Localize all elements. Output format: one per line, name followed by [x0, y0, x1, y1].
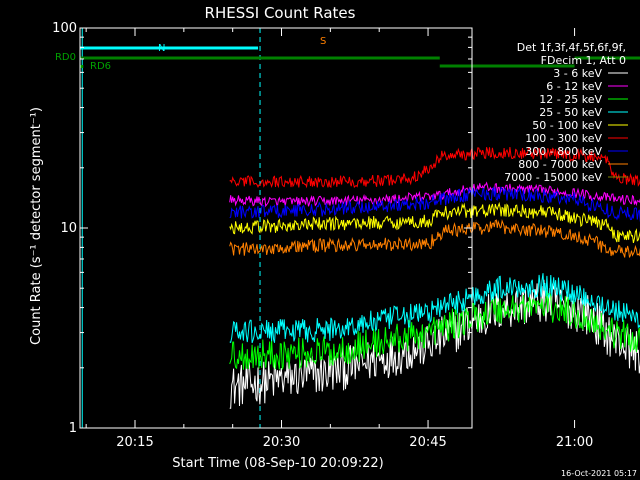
overlay-layer: N S RD0 RD6 — [55, 28, 640, 428]
annotation-label: S — [320, 36, 326, 47]
legend-header: Det 1f,3f,4f,5f,6f,9f, — [517, 41, 626, 54]
x-tick-label: 21:00 — [556, 435, 593, 450]
legend-label: 25 - 50 keV — [539, 106, 602, 119]
y-tick-label: 100 — [52, 21, 77, 36]
legend-label: 50 - 100 keV — [532, 119, 602, 132]
series-line — [229, 201, 640, 244]
x-tick-label: 20:15 — [116, 435, 153, 450]
legend: Det 1f,3f,4f,5f,6f,9f,FDecim 1, Att 03 -… — [504, 41, 628, 184]
y-axis-label: Count Rate (s⁻¹ detector segment⁻¹) — [29, 107, 44, 345]
annotation-label: RD0 — [55, 52, 76, 63]
series-line — [229, 146, 640, 189]
annotation-label: N — [158, 43, 165, 54]
x-axis-label: Start Time (08-Sep-10 20:09:22) — [172, 456, 383, 471]
legend-label: 3 - 6 keV — [553, 67, 602, 80]
legend-label: 800 - 7000 keV — [518, 158, 602, 171]
y-tick-label: 1 — [69, 421, 77, 436]
footer-timestamp: 16-Oct-2021 05:17 — [561, 469, 637, 478]
annotation-label: RD6 — [90, 61, 111, 72]
legend-label: 6 - 12 keV — [546, 80, 602, 93]
chart-title: RHESSI Count Rates — [205, 4, 356, 22]
legend-label: 100 - 300 keV — [525, 132, 602, 145]
x-tick-label: 20:45 — [409, 435, 446, 450]
series-line — [229, 279, 640, 409]
legend-label: 7000 - 15000 keV — [504, 171, 602, 184]
series-line — [229, 218, 640, 258]
legend-label: 12 - 25 keV — [539, 93, 602, 106]
axes-layer: 20:1520:3020:4521:0021:1521:3021:4511010… — [52, 21, 593, 450]
legend-label: 300 - 800 keV — [525, 145, 602, 158]
y-tick-label: 10 — [60, 221, 77, 236]
series-line — [229, 186, 640, 222]
legend-header: FDecim 1, Att 0 — [541, 54, 626, 67]
x-tick-label: 20:30 — [263, 435, 300, 450]
series-line — [229, 290, 640, 370]
series-line — [229, 273, 640, 344]
rd6-marker-left — [80, 65, 84, 68]
series-layer — [229, 146, 640, 409]
